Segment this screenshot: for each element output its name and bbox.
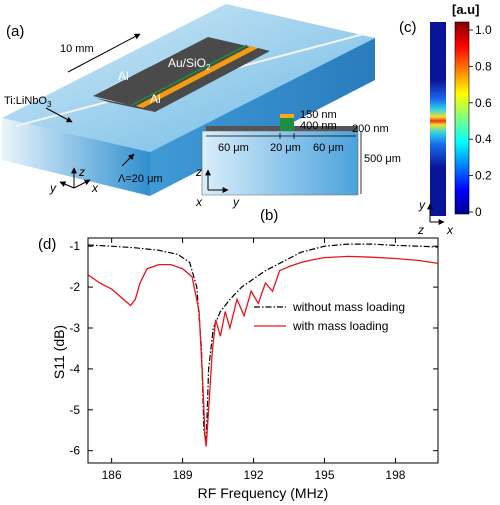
x-tick-label: 189 bbox=[173, 468, 193, 482]
axis-a-y-label: y bbox=[49, 181, 57, 195]
panel-d-label: (d) bbox=[38, 236, 56, 253]
series-with-mass-loading bbox=[88, 255, 438, 447]
mass-orange-block bbox=[280, 114, 294, 118]
colorbar-tick-label: 0 bbox=[475, 205, 482, 219]
length-arrow bbox=[67, 33, 141, 73]
y-tick-label: -4 bbox=[69, 362, 80, 376]
substrate-label: Ti:LiNbO3 bbox=[4, 95, 52, 109]
axis-a-y bbox=[59, 181, 75, 189]
period-label: Λ=20 μm bbox=[118, 173, 163, 185]
crosssection-electrode-left bbox=[206, 126, 280, 131]
axis-b-y-label: y bbox=[232, 195, 240, 209]
colorbar-tick-label: 0.4 bbox=[475, 132, 492, 146]
x-tick-label: 198 bbox=[385, 468, 405, 482]
series-without-mass-loading bbox=[88, 243, 438, 443]
colorbar-tick-label: 0.6 bbox=[475, 96, 492, 110]
electrode-top bbox=[93, 37, 264, 110]
axis-a-x-label: x bbox=[91, 181, 99, 195]
legend: without mass loading with mass loading bbox=[254, 300, 405, 333]
mode-profile bbox=[430, 22, 446, 216]
colorbar-unit: [a.u] bbox=[452, 2, 479, 17]
electrode-label-top: Al bbox=[118, 69, 129, 83]
y-tick-label: -6 bbox=[69, 444, 80, 458]
axis-a-x bbox=[73, 179, 91, 189]
colorbar-ticks: 1.0 0.8 0.6 0.4 0.2 0 bbox=[469, 23, 492, 219]
x-tick-label: 186 bbox=[102, 468, 122, 482]
substrate-pointer bbox=[45, 107, 73, 123]
y-tick-label: -2 bbox=[69, 280, 80, 294]
dim-500um: 500 μm bbox=[364, 153, 401, 165]
dim-400nm: 400 nm bbox=[300, 120, 337, 132]
panel-c: (c) [a.u] 1.0 0.8 0.6 0.4 0.2 0 y z x bbox=[399, 2, 492, 237]
crosssection-substrate bbox=[201, 130, 359, 196]
legend-label-with: with mass loading bbox=[292, 319, 388, 333]
axis-b-x-label: x bbox=[195, 195, 203, 209]
panel-b: 150 nm 400 nm 200 nm 60 μm 20 μm 60 μm 5… bbox=[195, 109, 401, 224]
panel-d: (d) 186 189 192 195 198 -1 -2 -3 -4 -5 -6 without … bbox=[38, 236, 439, 501]
legend-label-without: without mass loading bbox=[292, 300, 405, 314]
period-pointer bbox=[121, 153, 135, 167]
colorbar-tick-label: 1.0 bbox=[475, 23, 492, 37]
dim-60um-right: 60 μm bbox=[313, 142, 344, 154]
substrate-front-face bbox=[2, 118, 150, 196]
panel-a-label: (a) bbox=[6, 23, 24, 40]
axis-c-y-label: y bbox=[418, 198, 426, 212]
colorbar-tick-label: 0.8 bbox=[475, 59, 492, 73]
axis-a-z-label: z bbox=[78, 165, 85, 179]
coating-label: Au/SiO2 bbox=[168, 56, 211, 72]
panel-c-label: (c) bbox=[399, 19, 417, 36]
x-tick-label: 195 bbox=[314, 468, 334, 482]
electrode-bottom bbox=[143, 48, 270, 112]
panel-b-label: (b) bbox=[260, 207, 278, 224]
length-label: 10 mm bbox=[60, 43, 94, 55]
electrode-bottom-lower bbox=[96, 98, 155, 112]
colorbar bbox=[454, 21, 470, 215]
mass-green-block bbox=[280, 118, 294, 131]
y-tick-label: -1 bbox=[69, 239, 80, 253]
y-tick-label: -3 bbox=[69, 321, 80, 335]
dim-200nm: 200 nm bbox=[352, 123, 389, 135]
plot-frame bbox=[87, 237, 439, 464]
crosssection-electrode-right bbox=[284, 126, 358, 131]
x-axis-label: RF Frequency (MHz) bbox=[198, 485, 329, 501]
axis-c-x-label: x bbox=[446, 223, 454, 237]
plot-ticks: 186 189 192 195 198 -1 -2 -3 -4 -5 -6 bbox=[69, 238, 438, 482]
green-edge bbox=[131, 44, 248, 106]
axis-c-z-label: z bbox=[417, 223, 424, 237]
electrode-label-bottom: Al bbox=[150, 92, 161, 106]
y-tick-label: -5 bbox=[69, 403, 80, 417]
dim-60um-left: 60 μm bbox=[218, 142, 249, 154]
coating-strip bbox=[136, 46, 258, 108]
dim-150nm: 150 nm bbox=[300, 109, 337, 121]
y-axis-label: S11 (dB) bbox=[51, 325, 67, 379]
colorbar-tick-label: 0.2 bbox=[475, 169, 492, 183]
axis-b-z-label: z bbox=[195, 165, 202, 179]
x-tick-label: 192 bbox=[244, 468, 264, 482]
dim-20um: 20 μm bbox=[270, 142, 301, 154]
